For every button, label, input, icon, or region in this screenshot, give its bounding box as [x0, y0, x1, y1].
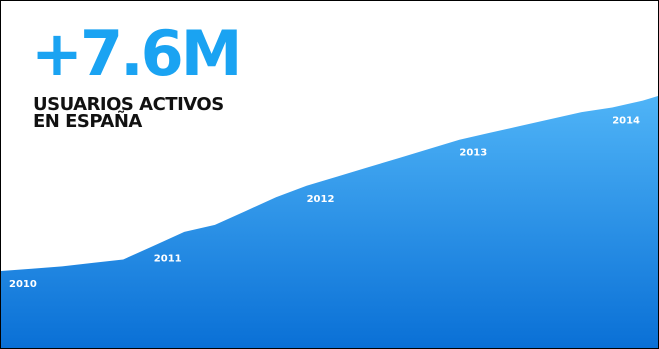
area-series — [1, 96, 658, 348]
year-label-2011: 2011 — [154, 254, 182, 265]
subtitle-line-2: EN ESPAÑA — [33, 111, 142, 132]
year-label-2014: 2014 — [612, 116, 640, 127]
year-label-2012: 2012 — [307, 194, 335, 205]
subtitle: USUARIOS ACTIVOS EN ESPAÑA — [33, 94, 224, 132]
headline-value: +7.6M — [31, 17, 242, 90]
year-label-2013: 2013 — [459, 148, 487, 159]
subtitle-line-1: USUARIOS ACTIVOS — [33, 94, 224, 115]
year-label-2010: 2010 — [9, 279, 37, 290]
year-labels: 2010 2011 2012 2013 2014 — [9, 116, 640, 291]
